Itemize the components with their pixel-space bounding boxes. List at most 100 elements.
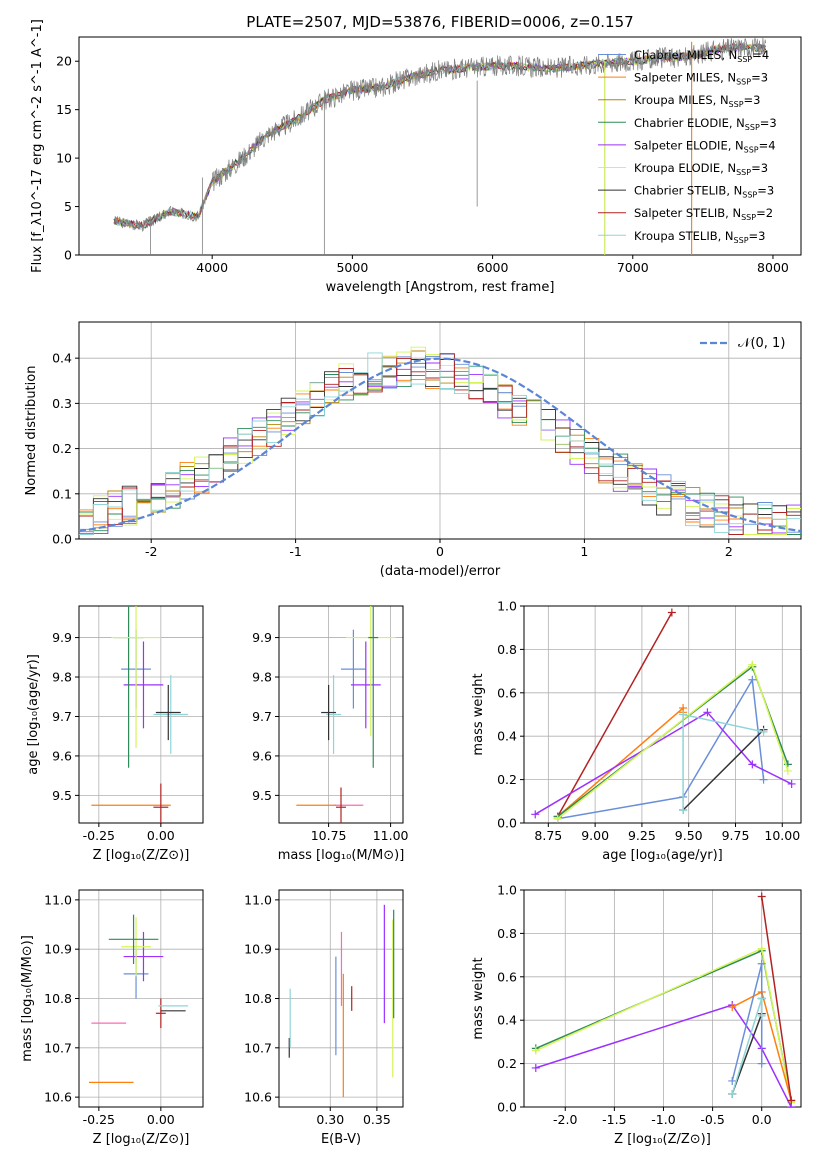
x-tick-label: 9.50 bbox=[675, 828, 703, 843]
y-tick-label: 10.8 bbox=[44, 991, 72, 1006]
weight-marker bbox=[703, 708, 712, 717]
age_vs_mass-plot bbox=[296, 606, 396, 823]
legend-label: Salpeter ELODIE, NSSP=4 bbox=[634, 138, 776, 154]
legend-label: Salpeter STELIB, NSSP=2 bbox=[634, 206, 773, 222]
weight-marker bbox=[757, 994, 766, 1003]
x-tick-label: 9.00 bbox=[581, 828, 609, 843]
gaussian-curve bbox=[79, 357, 801, 533]
y-tick-label: 15 bbox=[56, 102, 72, 117]
x-tick-label: -0.25 bbox=[83, 1112, 115, 1127]
legend-label: Kroupa STELIB, NSSP=3 bbox=[634, 229, 765, 245]
legend-subscript: SSP bbox=[734, 236, 749, 245]
y-tick-label: 0.4 bbox=[497, 1013, 517, 1028]
legend-value: =3 bbox=[744, 93, 761, 107]
x-tick-label: 10.00 bbox=[764, 828, 800, 843]
weight-marker bbox=[757, 944, 766, 953]
weight-marker bbox=[759, 727, 768, 736]
age_vs_Z-plot bbox=[91, 606, 189, 823]
spectrum-plot bbox=[113, 37, 767, 255]
weight-marker bbox=[679, 805, 688, 814]
y-tick-label: 9.5 bbox=[52, 788, 72, 803]
y-tick-label: 9.9 bbox=[52, 630, 72, 645]
x-tick-label: 0.00 bbox=[147, 1112, 175, 1127]
legend-subscript: SSP bbox=[742, 191, 757, 200]
axes-frame bbox=[78, 36, 802, 256]
weight-marker bbox=[728, 1003, 737, 1012]
age_vs_Z-axes: -0.25 0.00 9.5 9.6 9.7 9.8 9.9 Z [log₁₀(Z/Z⊙)] a… bbox=[26, 605, 204, 863]
legend-label: Chabrier STELIB, NSSP=3 bbox=[634, 184, 774, 200]
x-tick-label: 5000 bbox=[336, 260, 368, 275]
weight-marker bbox=[553, 814, 562, 823]
x-tick-label: 8000 bbox=[757, 260, 789, 275]
legend-label: Salpeter MILES, NSSP=3 bbox=[634, 71, 768, 87]
x-tick-label: -1.5 bbox=[602, 1112, 626, 1127]
x-axis-label: Z [log₁₀(Z/Z⊙)] bbox=[93, 848, 190, 863]
y-axis-label: age [log₁₀(age/yr)] bbox=[26, 654, 41, 775]
y-tick-label: 10.6 bbox=[244, 1090, 272, 1105]
y-tick-label: 0.0 bbox=[497, 816, 517, 831]
weight-marker bbox=[531, 810, 540, 819]
y-tick-label: 10.9 bbox=[44, 942, 72, 957]
y-tick-label: 0.4 bbox=[497, 729, 517, 744]
y-tick-label: 9.6 bbox=[252, 748, 272, 763]
y-tick-label: 0.1 bbox=[52, 486, 72, 501]
y-axis-label: mass [log₁₀(M/M⊙)] bbox=[20, 935, 35, 1062]
weight-marker bbox=[757, 1059, 766, 1068]
y-tick-label: 5 bbox=[64, 199, 72, 214]
y-tick-label: 9.6 bbox=[52, 748, 72, 763]
x-tick-label: 9.75 bbox=[722, 828, 750, 843]
axes-frame bbox=[523, 605, 802, 824]
legend-value: =3 bbox=[749, 229, 766, 243]
mass_weight_vs_Z-plot bbox=[531, 892, 796, 1107]
x-axis-label: (data-model)/error bbox=[380, 564, 501, 579]
y-tick-label: 9.8 bbox=[52, 670, 72, 685]
axes-frame bbox=[78, 605, 204, 824]
x-tick-label: 0.30 bbox=[316, 1112, 344, 1127]
mass_vs_Z-plot bbox=[88, 914, 189, 1083]
legend-value: =3 bbox=[757, 184, 774, 198]
weight-marker bbox=[748, 675, 757, 684]
mass_vs_EBV-plot bbox=[288, 904, 395, 1098]
y-tick-label: 9.7 bbox=[252, 709, 272, 724]
weight-line bbox=[760, 896, 792, 1101]
x-axis-label: age [log₁₀(age/yr)] bbox=[602, 848, 723, 863]
x-tick-label: 8.75 bbox=[534, 828, 562, 843]
legend-value: =4 bbox=[752, 48, 769, 62]
legend-label: Kroupa ELODIE, NSSP=3 bbox=[634, 161, 768, 177]
y-tick-label: 9.8 bbox=[252, 670, 272, 685]
weight-marker bbox=[728, 1076, 737, 1085]
weight-marker bbox=[748, 760, 757, 769]
legend-value: =3 bbox=[751, 71, 768, 85]
x-tick-label: 0.00 bbox=[147, 828, 175, 843]
y-tick-label: 0.2 bbox=[497, 772, 517, 787]
x-tick-label: 2 bbox=[725, 544, 733, 559]
histogram-step bbox=[79, 352, 801, 535]
x-axis-label: wavelength [Angstrom, rest frame] bbox=[326, 280, 555, 295]
legend-value: =3 bbox=[751, 161, 768, 175]
legend-label: Chabrier ELODIE, NSSP=3 bbox=[634, 116, 777, 132]
weight-marker bbox=[787, 1096, 796, 1105]
y-axis-label: Normed distribution bbox=[24, 366, 39, 496]
y-tick-label: 0.4 bbox=[52, 351, 72, 366]
y-tick-label: 10.7 bbox=[244, 1040, 272, 1055]
x-axis-label: mass [log₁₀(M/M⊙)] bbox=[278, 848, 405, 863]
y-tick-label: 0.0 bbox=[52, 532, 72, 547]
legend-label: Kroupa MILES, NSSP=3 bbox=[634, 93, 760, 109]
x-axis-label: Z [log₁₀(Z/Z⊙)] bbox=[614, 1132, 711, 1147]
legend-subscript: SSP bbox=[745, 123, 760, 132]
x-tick-label: 0.35 bbox=[363, 1112, 391, 1127]
weight-marker bbox=[679, 710, 688, 719]
residuals-axes: -2 -1 0 1 2 0.0 0.1 0.2 0.3 0.4 (data-model)/error… bbox=[24, 321, 802, 579]
weight-marker bbox=[757, 959, 766, 968]
weight-marker bbox=[757, 892, 766, 901]
y-tick-label: 10 bbox=[56, 151, 72, 166]
y-axis-label: mass weight bbox=[471, 673, 486, 755]
weight-marker bbox=[759, 775, 768, 784]
mass_vs_Z-axes: -0.25 0.00 10.6 10.7 10.8 10.9 11.0 Z [log₁₀(Z/… bbox=[20, 889, 204, 1147]
legend-subscript: SSP bbox=[737, 55, 752, 64]
weight-marker bbox=[783, 766, 792, 775]
chart-title: PLATE=2507, MJD=53876, FIBERID=0006, z=0… bbox=[246, 13, 633, 31]
x-tick-label: -1 bbox=[289, 544, 301, 559]
legend: Chabrier MILES, NSSP=4 Salpeter MILES, NS… bbox=[598, 48, 777, 245]
